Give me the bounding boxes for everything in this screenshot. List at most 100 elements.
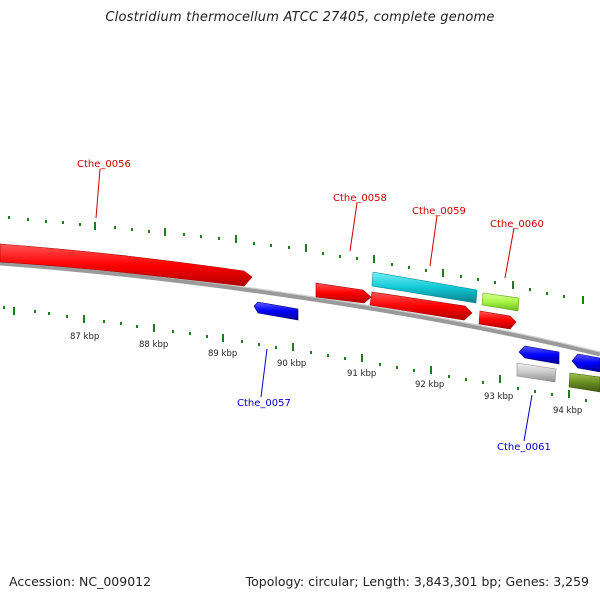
- gene-blue-edge[interactable]: [571, 353, 600, 373]
- gene-red-small[interactable]: [478, 310, 517, 330]
- tick-mark: [339, 255, 341, 258]
- tick-mark: [482, 381, 484, 384]
- tick-mark-major: [568, 390, 570, 398]
- tick-mark: [413, 369, 415, 372]
- tick-mark: [103, 320, 105, 323]
- tick-mark-major: [94, 222, 96, 230]
- accession-info: Accession: NC_009012: [9, 574, 152, 589]
- scale-label: 87 kbp: [70, 332, 99, 342]
- tick-mark-major: [373, 255, 375, 263]
- tick-mark: [551, 393, 553, 396]
- label-cthe-0056[interactable]: Cthe_0056: [77, 159, 131, 170]
- tick-mark-major: [499, 375, 501, 383]
- gene-gray[interactable]: [516, 362, 557, 383]
- tick-mark: [477, 278, 479, 281]
- gene-cthe-0057[interactable]: [253, 301, 299, 321]
- tick-mark: [79, 223, 81, 226]
- scale-label: 91 kbp: [347, 369, 376, 379]
- tick-mark: [148, 230, 150, 233]
- gene-features: [0, 243, 600, 393]
- scale-label: 88 kbp: [139, 340, 168, 350]
- scale-label: 93 kbp: [484, 392, 513, 402]
- tick-mark: [8, 216, 10, 219]
- tick-mark: [206, 335, 208, 338]
- tick-mark: [534, 390, 536, 393]
- gene-olive-edge[interactable]: [568, 372, 600, 393]
- connector-cthe-0060: [504, 227, 515, 279]
- gene-red-block[interactable]: [369, 291, 473, 321]
- tick-mark-major: [13, 307, 15, 315]
- tick-mark: [563, 295, 565, 298]
- label-cthe-0059[interactable]: Cthe_0059: [412, 206, 466, 217]
- tick-mark: [62, 221, 64, 224]
- connector-cthe-0059: [429, 215, 438, 267]
- tick-mark-major: [512, 281, 514, 289]
- tick-mark: [131, 228, 133, 231]
- connector-cthe-0056: [95, 168, 101, 219]
- tick-mark-major: [430, 366, 432, 374]
- scale-label: 89 kbp: [208, 349, 237, 359]
- gene-cthe-0060[interactable]: [481, 292, 520, 312]
- label-cthe-0061[interactable]: Cthe_0061: [497, 442, 551, 453]
- tick-mark: [136, 325, 138, 328]
- label-connectors: [95, 168, 533, 442]
- gene-cthe-0058[interactable]: [315, 282, 372, 304]
- tick-mark: [241, 340, 243, 343]
- scale-label: 94 kbp: [553, 406, 582, 416]
- label-cthe-0060[interactable]: Cthe_0060: [490, 219, 544, 230]
- tick-mark: [460, 275, 462, 278]
- tick-mark-major: [292, 343, 294, 351]
- tick-mark: [200, 235, 202, 238]
- tick-mark: [48, 312, 50, 315]
- scale-label: 90 kbp: [277, 359, 306, 369]
- tick-mark: [356, 257, 358, 260]
- tick-mark-major: [442, 269, 444, 277]
- tick-mark: [258, 343, 260, 346]
- tick-mark: [189, 332, 191, 335]
- tick-mark: [45, 220, 47, 223]
- map-title: Clostridium thermocellum ATCC 27405, com…: [105, 10, 495, 25]
- gene-cthe-0061[interactable]: [518, 345, 560, 365]
- label-cthe-0057[interactable]: Cthe_0057: [237, 398, 291, 409]
- tick-mark: [34, 310, 36, 313]
- tick-mark: [27, 218, 29, 221]
- tick-mark: [465, 378, 467, 381]
- label-cthe-0058[interactable]: Cthe_0058: [333, 193, 387, 204]
- scale-labels: 87 kbp 88 kbp 89 kbp 90 kbp 91 kbp 92 kb…: [70, 332, 582, 416]
- tick-mark: [396, 366, 398, 369]
- lower-tick-rail: [3, 306, 587, 402]
- tick-mark: [218, 237, 220, 240]
- tick-mark: [327, 354, 329, 357]
- tick-mark-major: [235, 235, 237, 243]
- connector-cthe-0057: [260, 348, 268, 398]
- tick-mark-major: [164, 228, 166, 236]
- gene-cthe-0059[interactable]: [371, 271, 478, 304]
- tick-mark: [379, 363, 381, 366]
- tick-mark: [391, 263, 393, 266]
- tick-mark: [275, 346, 277, 349]
- tick-mark: [3, 306, 5, 309]
- tick-mark: [344, 357, 346, 360]
- tick-mark-major: [361, 354, 363, 362]
- tick-mark: [114, 226, 116, 229]
- tick-mark: [270, 244, 272, 247]
- tick-mark: [529, 288, 531, 291]
- tick-mark: [408, 266, 410, 269]
- tick-mark-major: [305, 244, 307, 252]
- genome-summary: Topology: circular; Length: 3,843,301 bp…: [245, 574, 589, 589]
- tick-mark-major: [222, 334, 224, 342]
- backbone-line: [0, 260, 600, 357]
- tick-mark: [448, 375, 450, 378]
- tick-mark: [183, 233, 185, 236]
- tick-mark: [322, 252, 324, 255]
- tick-mark: [585, 399, 587, 402]
- tick-mark: [310, 351, 312, 354]
- tick-mark-major: [83, 315, 85, 323]
- tick-mark: [120, 322, 122, 325]
- tick-mark: [425, 269, 427, 272]
- tick-mark: [172, 330, 174, 333]
- tick-mark: [546, 292, 548, 295]
- gene-cthe-0056[interactable]: [0, 243, 253, 287]
- scale-label: 92 kbp: [415, 380, 444, 390]
